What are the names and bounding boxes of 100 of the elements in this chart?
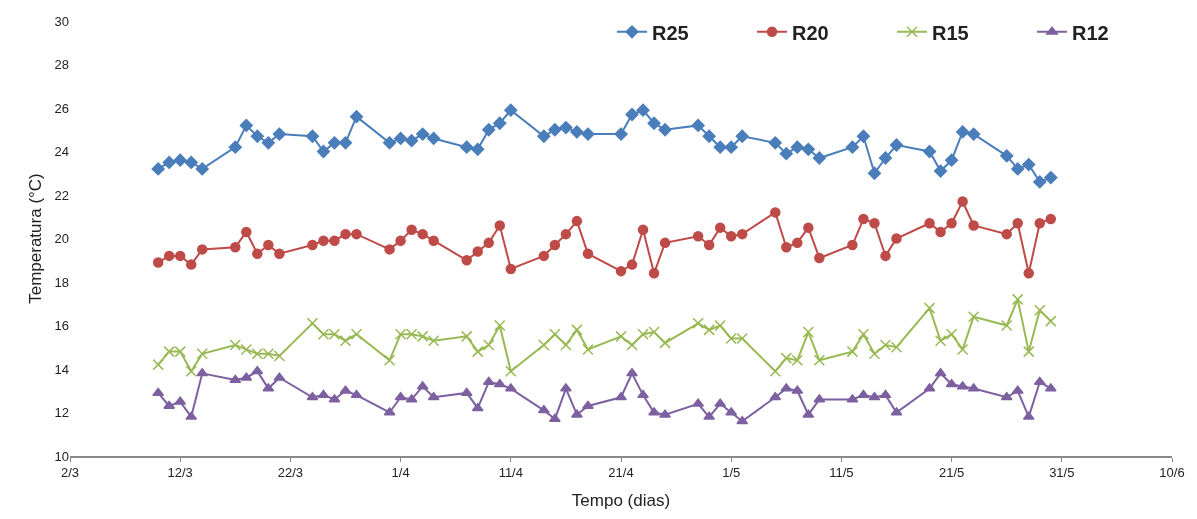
point <box>703 239 715 251</box>
point <box>559 120 573 135</box>
point <box>659 237 671 249</box>
point <box>725 231 737 242</box>
point <box>494 319 506 332</box>
point <box>812 151 826 165</box>
point <box>615 330 627 343</box>
point <box>571 324 583 336</box>
point <box>228 140 242 154</box>
legend-label: R15 <box>932 21 969 44</box>
point <box>1022 345 1035 358</box>
point <box>736 228 748 240</box>
point <box>274 248 285 259</box>
point <box>880 250 891 262</box>
point <box>239 118 253 132</box>
point <box>1012 218 1023 229</box>
point <box>967 127 981 141</box>
point <box>548 123 562 137</box>
point <box>428 235 439 246</box>
point <box>968 220 979 231</box>
point <box>471 142 485 156</box>
point <box>162 155 176 169</box>
point <box>339 334 352 347</box>
point <box>658 123 672 137</box>
point <box>241 226 252 238</box>
point <box>779 147 793 161</box>
point <box>736 415 749 425</box>
point <box>802 326 815 338</box>
point <box>483 339 495 351</box>
point <box>1000 319 1013 332</box>
point <box>967 311 980 323</box>
point <box>383 354 396 367</box>
point <box>615 392 627 401</box>
point <box>483 237 495 249</box>
point <box>1011 293 1024 306</box>
point <box>724 140 738 154</box>
point <box>549 328 561 340</box>
point <box>769 365 782 377</box>
point <box>538 250 550 262</box>
point <box>933 164 948 178</box>
point <box>560 339 572 351</box>
point <box>957 196 968 207</box>
point <box>184 155 198 169</box>
point <box>847 239 858 251</box>
point <box>229 339 242 351</box>
point <box>560 228 572 240</box>
point <box>350 389 363 399</box>
point <box>340 228 351 240</box>
point <box>714 319 726 332</box>
point <box>263 239 274 251</box>
x-tick-label: 2/3 <box>60 465 80 481</box>
point <box>549 239 561 251</box>
y-tick-label: 14 <box>54 361 69 377</box>
point <box>923 302 936 314</box>
point <box>1001 228 1012 240</box>
point <box>537 129 551 143</box>
point <box>406 224 417 236</box>
point <box>1023 268 1034 279</box>
point <box>471 402 484 412</box>
point <box>713 140 727 154</box>
point <box>626 368 638 377</box>
point <box>504 103 518 117</box>
point <box>185 365 197 377</box>
point <box>261 136 275 150</box>
point <box>813 354 826 367</box>
point <box>858 213 869 225</box>
point <box>691 118 705 132</box>
point <box>945 328 958 340</box>
point <box>394 131 408 146</box>
point <box>891 233 902 244</box>
y-tick-label: 12 <box>54 405 69 421</box>
point <box>405 134 419 148</box>
x-axis-title: Tempo (dias) <box>571 491 671 511</box>
point <box>956 343 969 356</box>
point <box>538 339 550 351</box>
point <box>626 259 638 270</box>
point <box>582 248 594 259</box>
x-tick-label: 11/5 <box>829 465 854 481</box>
point <box>152 358 164 371</box>
point <box>173 153 187 167</box>
point <box>878 151 893 165</box>
legend-label: R25 <box>652 21 689 44</box>
point <box>417 228 428 240</box>
point <box>768 136 782 150</box>
point <box>945 153 959 167</box>
point <box>735 129 749 143</box>
point <box>570 125 584 139</box>
point <box>327 136 342 150</box>
point <box>1033 376 1046 386</box>
point <box>427 131 441 146</box>
point <box>582 343 594 356</box>
x-tick-label: 1/5 <box>722 465 741 481</box>
point <box>1033 175 1047 189</box>
point <box>615 265 627 277</box>
point <box>879 389 892 399</box>
x-tick-label: 21/5 <box>938 465 965 481</box>
point <box>427 334 440 347</box>
point <box>946 218 957 229</box>
point <box>505 263 517 275</box>
point <box>460 140 474 154</box>
